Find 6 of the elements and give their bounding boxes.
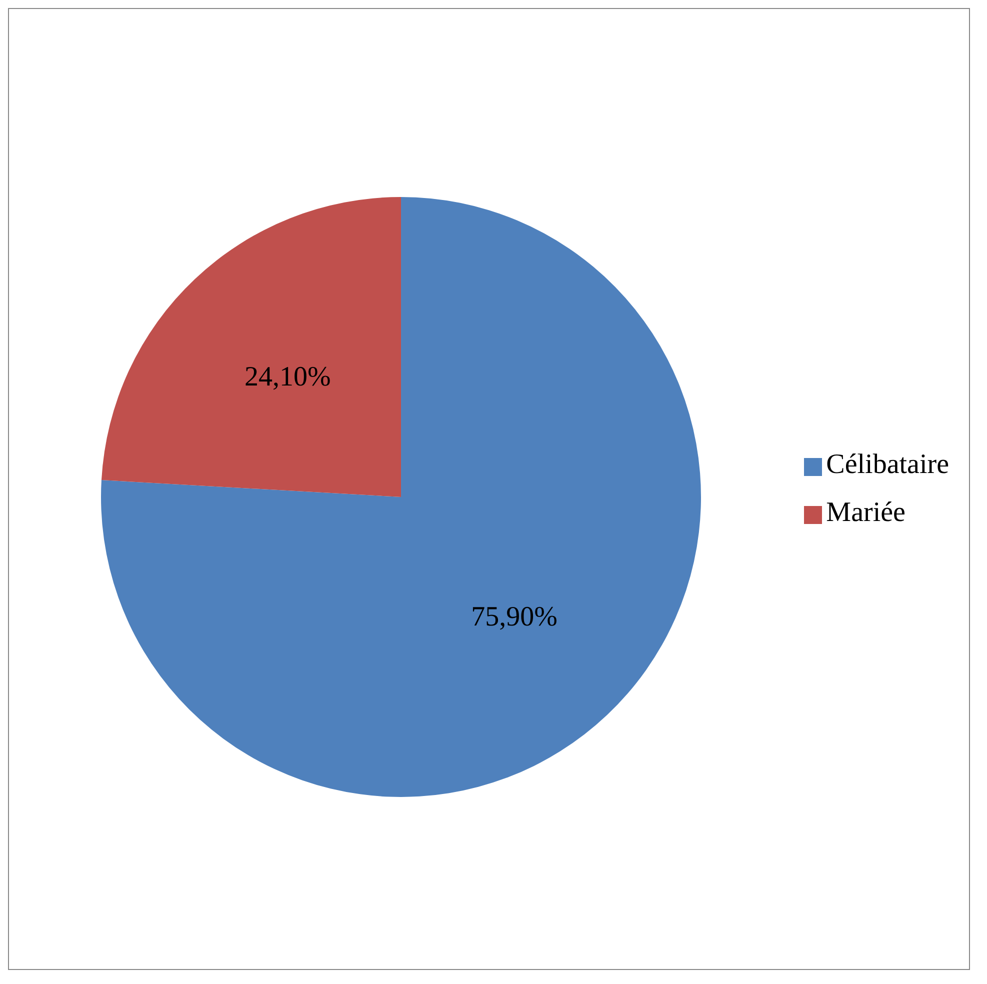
data-label: 24,10% (244, 362, 331, 393)
legend-label: Mariée (826, 497, 906, 528)
pie-slice (101, 197, 401, 497)
pie-slice (101, 197, 701, 797)
data-label: 75,90% (471, 601, 558, 632)
legend-label: Célibataire (826, 449, 949, 480)
